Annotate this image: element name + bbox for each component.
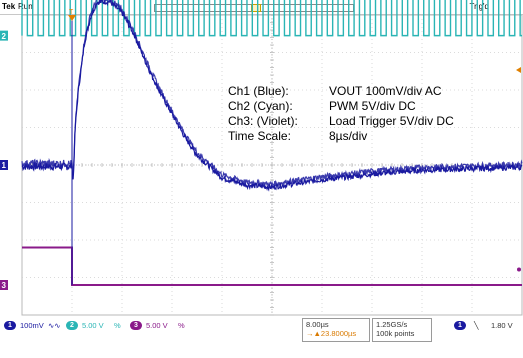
ch3-coupling: %	[178, 321, 185, 330]
ch2-ground-marker-flag	[0, 30, 8, 41]
ch3-ground-marker-label: 3	[2, 281, 7, 290]
scope-display: 1 2 3 T Ch1 (Blue): VOUT 100mV/div AC Ch2 (Cy…	[0, 0, 523, 316]
trigger-source-badge[interactable]: 1	[454, 321, 466, 330]
ch3-level-dot	[517, 267, 521, 272]
ch2-coupling: %	[114, 321, 121, 330]
timebase-value: 8.00µs	[306, 320, 329, 329]
ch3-ground-marker-flag	[0, 280, 8, 290]
ch1-vout-trace	[21, 0, 523, 188]
legend-label: Ch2 (Cyan):	[228, 99, 293, 113]
ch2-ground-marker: 2	[0, 30, 8, 41]
timebase-readout[interactable]: 8.00µs →▲23.8000µs	[302, 318, 370, 342]
channel-markers: 1 2 3 T	[0, 9, 521, 290]
legend-value: VOUT 100mV/div AC	[329, 84, 442, 98]
legend-value: Load Trigger 5V/div DC	[329, 114, 454, 128]
ch1-coupling: ∿∿	[48, 321, 61, 330]
ch3-ground-marker: 3	[0, 280, 8, 290]
ch1-ground-marker-flag	[0, 160, 8, 170]
ch2-scale: 5.00 V	[82, 321, 104, 330]
ch1-ground-marker-label: 1	[2, 161, 7, 170]
ch2-ground-marker-label: 2	[2, 32, 7, 41]
ch2-badge[interactable]: 2	[66, 321, 78, 330]
record-length: 100k points	[376, 329, 415, 338]
trigger-level-marker	[516, 67, 521, 73]
trigger-status-label: Trig'd	[469, 2, 489, 11]
trigger-slope-icon: ╲	[474, 321, 479, 330]
ch3-scale: 5.00 V	[146, 321, 168, 330]
record-overview-bar	[154, 4, 354, 12]
ch1-scale: 100mV	[20, 321, 44, 330]
ch1-badge[interactable]: 1	[4, 321, 16, 330]
trigger-position-marker	[68, 15, 76, 21]
ch3-badge[interactable]: 3	[130, 321, 142, 330]
trigger-level: 1.80 V	[491, 321, 513, 330]
record-window-marker	[251, 4, 261, 12]
channel-legend: Ch1 (Blue): VOUT 100mV/div AC Ch2 (Cyan): P…	[228, 84, 454, 143]
ch2-pwm-trace	[21, 0, 522, 37]
trigger-position-label: T	[69, 9, 74, 16]
waveform-traces	[21, 0, 523, 286]
legend-value: PWM 5V/div DC	[329, 99, 416, 113]
brand-label: Tek	[2, 2, 16, 11]
acquisition-readout[interactable]: 1.25GS/s 100k points	[372, 318, 432, 342]
readout-bar: 1 100mV ∿∿ 2 5.00 V % 3 5.00 V % 8.00µs …	[0, 316, 523, 358]
legend-value: 8µs/div	[329, 129, 367, 143]
ch1-ground-marker: 1	[0, 160, 8, 170]
graticule	[21, 14, 523, 316]
run-state-label: Run	[18, 2, 33, 11]
sample-rate: 1.25GS/s	[376, 320, 408, 329]
horizontal-position: →▲23.8000µs	[306, 329, 357, 338]
legend-label: Time Scale:	[228, 129, 291, 143]
legend-label: Ch1 (Blue):	[228, 84, 289, 98]
legend-label: Ch3: (Violet):	[228, 114, 298, 128]
